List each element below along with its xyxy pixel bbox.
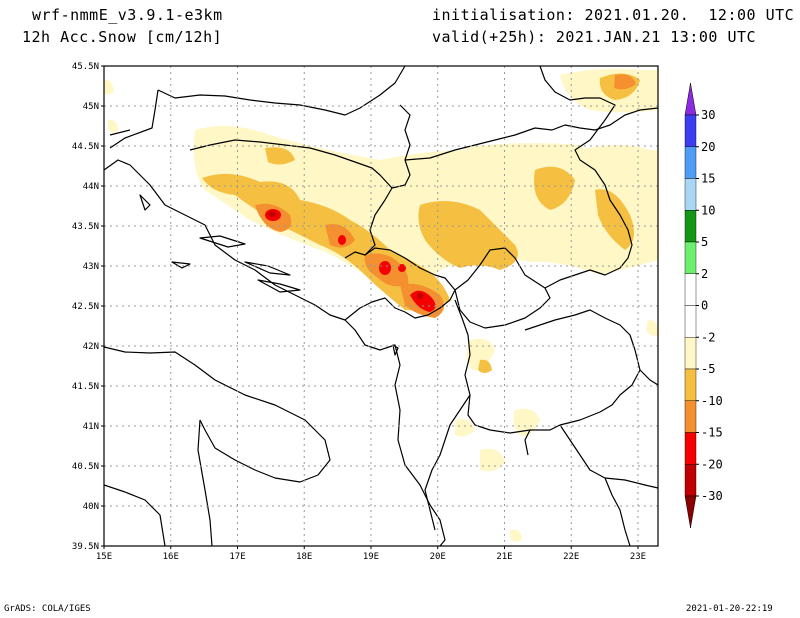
colorbar-swatch bbox=[684, 273, 697, 306]
field-title: 12h Acc.Snow [cm/12h] bbox=[22, 28, 223, 46]
snow-field bbox=[104, 68, 658, 542]
lon-tick-label: 18E bbox=[296, 552, 312, 562]
render-timestamp: 2021-01-20-22:19 bbox=[686, 604, 773, 614]
colorbar-swatch bbox=[684, 464, 697, 497]
lat-tick-label: 42N bbox=[83, 342, 99, 352]
colorbar-bottom-arrow bbox=[684, 495, 697, 529]
lat-tick-label: 41N bbox=[83, 422, 99, 432]
lat-tick-label: 43.5N bbox=[72, 222, 99, 232]
colorbar-label: 5 bbox=[701, 235, 708, 249]
lat-tick-label: 43N bbox=[83, 262, 99, 272]
colorbar-label: 0 bbox=[701, 299, 708, 313]
colorbar-label: -10 bbox=[701, 394, 723, 408]
lat-tick-label: 42.5N bbox=[72, 302, 99, 312]
colorbar-swatch bbox=[684, 241, 697, 274]
lat-tick-label: 41.5N bbox=[72, 382, 99, 392]
colorbar-label: 20 bbox=[701, 140, 715, 154]
lat-axis: 39.5N 40N 40.5N 41N 41.5N 42N 42.5N 43N 43.5N 44N… bbox=[72, 62, 104, 552]
lon-tick-label: 19E bbox=[363, 552, 379, 562]
lat-tick-label: 44.5N bbox=[72, 142, 99, 152]
colorbar-swatch bbox=[684, 337, 697, 370]
colorbar-swatch bbox=[684, 305, 697, 338]
colorbar-swatch bbox=[684, 400, 697, 433]
colorbar-label: 2 bbox=[701, 267, 708, 281]
colorbar-swatch bbox=[684, 368, 697, 401]
lon-tick-label: 15E bbox=[96, 552, 112, 562]
lon-tick-label: 22E bbox=[563, 552, 579, 562]
lat-tick-label: 44N bbox=[83, 182, 99, 192]
lon-tick-label: 17E bbox=[229, 552, 245, 562]
colorbar-label: 10 bbox=[701, 203, 715, 217]
colorbar-label: 15 bbox=[701, 172, 715, 186]
valid-time: valid(+25h): 2021.JAN.21 13:00 UTC bbox=[432, 28, 757, 46]
colorbar-swatch bbox=[684, 210, 697, 243]
grads-credit: GrADS: COLA/IGES bbox=[4, 604, 91, 614]
colorbar-label: -2 bbox=[701, 330, 715, 344]
model-title: wrf-nmmE_v3.9.1-e3km bbox=[32, 6, 223, 24]
lon-tick-label: 23E bbox=[630, 552, 646, 562]
colorbar-top-arrow bbox=[684, 82, 697, 116]
colorbar-label: -20 bbox=[701, 457, 723, 471]
colorbar-label: -15 bbox=[701, 426, 723, 440]
lat-tick-label: 45.5N bbox=[72, 62, 99, 72]
init-time: initialisation: 2021.01.20. 12:00 UTC bbox=[432, 6, 795, 24]
coastlines-borders bbox=[104, 66, 658, 546]
lat-tick-label: 39.5N bbox=[72, 542, 99, 552]
lat-tick-label: 45N bbox=[83, 102, 99, 112]
colorbar-label: -5 bbox=[701, 362, 715, 376]
lon-tick-label: 20E bbox=[430, 552, 446, 562]
lon-tick-label: 21E bbox=[496, 552, 512, 562]
colorbar-swatch bbox=[684, 432, 697, 465]
lon-tick-label: 16E bbox=[163, 552, 179, 562]
colorbar-label: -30 bbox=[701, 489, 723, 503]
lat-tick-label: 40N bbox=[83, 502, 99, 512]
colorbar-swatch bbox=[684, 146, 697, 179]
lat-tick-label: 40.5N bbox=[72, 462, 99, 472]
colorbar-label: 30 bbox=[701, 108, 715, 122]
colorbar-swatch bbox=[684, 114, 697, 147]
lon-axis: 15E 16E 17E 18E 19E 20E 21E 22E 23E bbox=[96, 546, 646, 562]
colorbar-swatch bbox=[684, 178, 697, 211]
gridlines bbox=[104, 66, 658, 546]
